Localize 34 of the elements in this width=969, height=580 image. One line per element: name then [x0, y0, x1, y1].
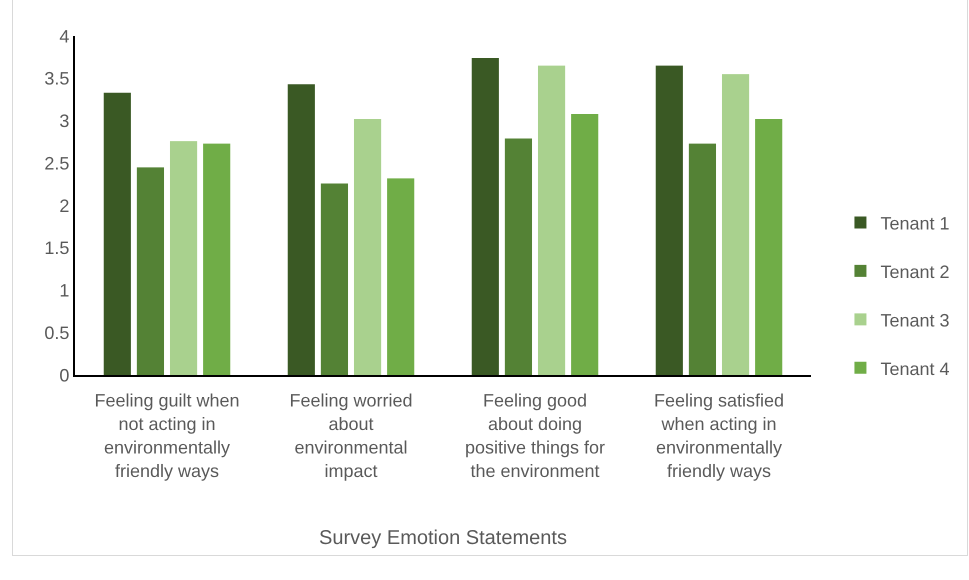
y-tick-label: 3	[59, 111, 70, 132]
y-tick-label: 2	[59, 196, 70, 216]
bar	[203, 144, 230, 375]
bar	[688, 144, 716, 375]
bar	[571, 114, 598, 375]
y-tick-label: 4	[59, 26, 70, 46]
y-tick-label: 0	[59, 365, 70, 386]
bar	[354, 119, 382, 375]
bar	[387, 178, 414, 375]
legend-label: Tenant 1	[880, 214, 950, 234]
bar	[538, 66, 566, 375]
x-tick-label: Feeling worried about environmental impact	[289, 390, 413, 481]
y-tick-label: 2.5	[44, 153, 70, 174]
bar	[504, 138, 532, 375]
y-tick-label: 3.5	[44, 68, 70, 89]
bar	[288, 84, 315, 375]
bar	[722, 74, 750, 375]
bar	[320, 183, 348, 375]
x-tick-label: Feeling satisfied when acting in environmentally friendly ways	[654, 390, 784, 481]
y-tick-label: 0.5	[44, 322, 70, 343]
bar	[656, 66, 683, 375]
y-tick-label: 1	[59, 280, 70, 301]
bar	[136, 167, 164, 375]
legend-label: Tenant 3	[880, 310, 950, 330]
bar	[170, 141, 198, 375]
x-tick-label: Feeling guilt when not acting in environmentally friendly ways	[94, 390, 240, 481]
bar	[472, 58, 499, 375]
x-tick-label: Feeling good about doing positive things for the environment	[464, 390, 606, 481]
y-tick-label: 1.5	[44, 238, 70, 258]
bar	[104, 92, 131, 375]
x-axis-title: Survey Emotion Statements	[319, 526, 567, 549]
legend-label: Tenant 4	[880, 358, 950, 379]
legend-label: Tenant 2	[880, 262, 950, 282]
bar	[755, 119, 782, 375]
